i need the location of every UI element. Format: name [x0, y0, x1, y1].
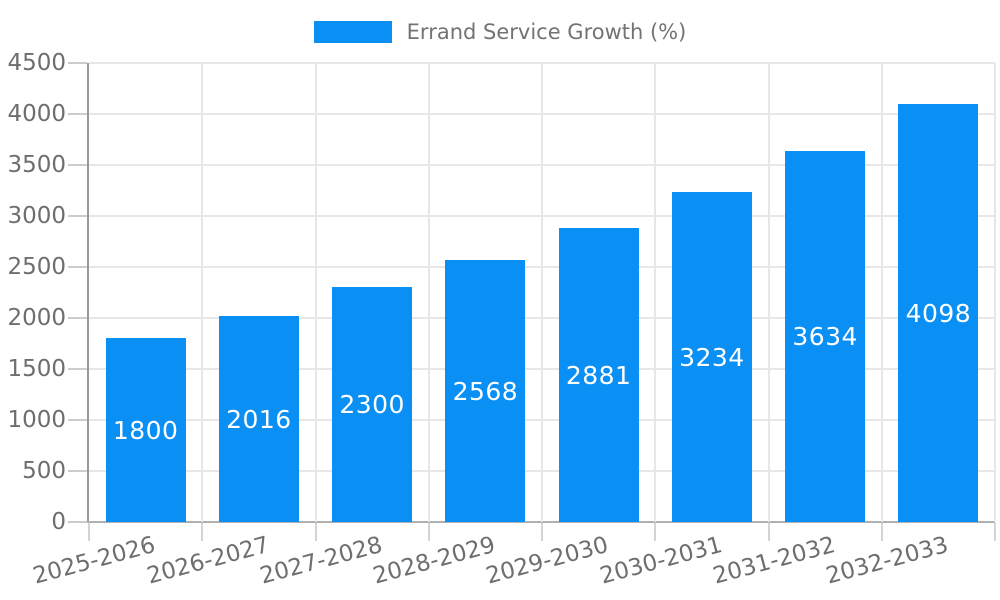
y-axis-tick [68, 215, 87, 217]
y-axis-tick-label: 3500 [7, 151, 66, 178]
bar: 2568 [445, 260, 526, 522]
y-axis-tick [68, 266, 87, 268]
y-axis-tick [68, 521, 87, 523]
y-axis-line [87, 63, 89, 522]
x-axis-line [87, 521, 995, 523]
vertical-gridline [994, 63, 996, 522]
y-axis-tick-label: 2000 [7, 304, 66, 331]
y-axis-tick-label: 2500 [7, 253, 66, 280]
y-axis-tick-label: 0 [51, 508, 66, 535]
vertical-gridline [541, 63, 543, 522]
y-axis-tick-label: 3000 [7, 202, 66, 229]
x-axis-tick [427, 523, 430, 541]
x-axis-tick-label: 2029-2030 [483, 532, 612, 590]
x-axis-tick-label: 2026-2027 [143, 532, 272, 590]
x-axis-tick [201, 523, 204, 541]
x-axis-tick-label: 2032-2033 [823, 532, 952, 590]
chart-legend: Errand Service Growth (%) [0, 21, 1000, 43]
vertical-gridline [654, 63, 657, 522]
y-axis-tick [68, 368, 87, 370]
legend-label: Errand Service Growth (%) [406, 20, 687, 44]
x-axis-tick [880, 523, 883, 541]
x-axis-tick [541, 523, 543, 541]
bar: 2300 [332, 287, 413, 522]
x-axis-tick-label: 2028-2029 [370, 532, 499, 590]
y-axis-tick-label: 4000 [7, 100, 66, 127]
vertical-gridline [314, 63, 317, 522]
bar: 4098 [898, 104, 979, 522]
bar: 3234 [671, 192, 752, 522]
bar-value-label: 2300 [339, 390, 405, 420]
y-axis-tick [68, 419, 87, 421]
y-axis-tick [68, 164, 87, 166]
y-axis-tick-label: 4500 [7, 49, 66, 76]
vertical-gridline [767, 63, 770, 522]
y-axis-tick-label: 1000 [7, 406, 66, 433]
y-axis-tick [68, 113, 87, 115]
bar: 2016 [218, 316, 299, 522]
x-axis-tick-label: 2025-2026 [30, 532, 159, 590]
x-axis-tick [314, 523, 317, 541]
bar-value-label: 3234 [679, 342, 745, 372]
x-axis-tick-label: 2031-2032 [710, 532, 838, 590]
x-axis-tick [88, 523, 90, 541]
bar-value-label: 1800 [112, 415, 179, 445]
x-axis-tick [654, 523, 657, 541]
x-axis-tick-label: 2030-2031 [596, 532, 725, 590]
bar-value-label: 2881 [565, 360, 632, 390]
y-axis-tick-label: 1500 [7, 355, 66, 382]
bar-value-label: 4098 [905, 298, 972, 328]
legend-swatch [313, 21, 392, 43]
y-axis-tick-label: 500 [22, 457, 66, 484]
x-axis-tick [767, 523, 770, 541]
x-axis-tick [994, 523, 996, 541]
plot-area: 1800 2016 2300 2568 2881 3234 3634 4098 [89, 62, 996, 522]
bar-value-label: 2568 [452, 376, 519, 406]
bar: 2881 [558, 228, 639, 522]
y-axis-tick [68, 317, 87, 319]
vertical-gridline [201, 63, 204, 522]
bar: 1800 [105, 338, 186, 522]
y-axis-tick [68, 470, 87, 472]
bar-value-label: 2016 [226, 404, 292, 434]
y-axis-tick [68, 62, 87, 64]
x-axis-tick-label: 2027-2028 [257, 532, 385, 590]
vertical-gridline [880, 63, 883, 522]
vertical-gridline [427, 63, 430, 522]
bar: 3634 [785, 151, 866, 522]
bar-value-label: 3634 [792, 322, 858, 352]
